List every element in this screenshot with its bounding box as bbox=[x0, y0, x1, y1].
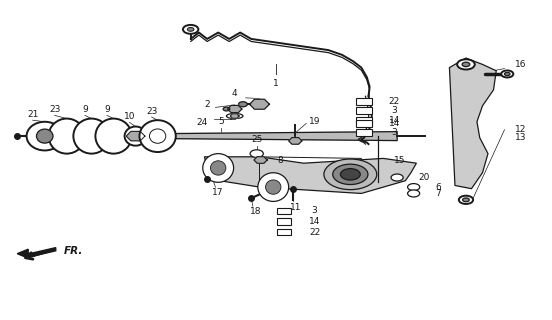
FancyBboxPatch shape bbox=[277, 208, 291, 214]
Ellipse shape bbox=[341, 169, 360, 180]
Polygon shape bbox=[250, 99, 269, 109]
Text: 15: 15 bbox=[394, 156, 406, 164]
Polygon shape bbox=[289, 138, 302, 144]
Text: 16: 16 bbox=[515, 60, 527, 69]
Polygon shape bbox=[28, 248, 56, 257]
Ellipse shape bbox=[463, 198, 469, 202]
FancyBboxPatch shape bbox=[357, 129, 372, 136]
Text: 21: 21 bbox=[27, 110, 38, 119]
Text: 18: 18 bbox=[250, 207, 262, 216]
Ellipse shape bbox=[391, 174, 403, 181]
Ellipse shape bbox=[505, 72, 510, 76]
Text: 5: 5 bbox=[218, 117, 224, 126]
Text: 20: 20 bbox=[418, 173, 429, 182]
Ellipse shape bbox=[49, 119, 85, 154]
Text: 13: 13 bbox=[515, 133, 527, 142]
Text: 3: 3 bbox=[391, 106, 397, 115]
Text: 3: 3 bbox=[312, 206, 317, 215]
Text: 4: 4 bbox=[232, 89, 237, 98]
Ellipse shape bbox=[457, 59, 475, 69]
Text: 2: 2 bbox=[204, 100, 210, 109]
Text: 23: 23 bbox=[49, 105, 60, 114]
Text: 23: 23 bbox=[146, 107, 157, 116]
Ellipse shape bbox=[258, 173, 289, 201]
Ellipse shape bbox=[501, 70, 513, 77]
Ellipse shape bbox=[183, 25, 198, 34]
FancyBboxPatch shape bbox=[277, 218, 291, 225]
Ellipse shape bbox=[462, 62, 470, 67]
Ellipse shape bbox=[459, 196, 473, 204]
FancyBboxPatch shape bbox=[277, 229, 291, 235]
Ellipse shape bbox=[226, 114, 243, 119]
Ellipse shape bbox=[223, 107, 230, 111]
Text: FR.: FR. bbox=[64, 246, 83, 256]
Ellipse shape bbox=[125, 126, 147, 146]
Ellipse shape bbox=[26, 122, 63, 150]
Ellipse shape bbox=[73, 119, 110, 154]
Text: 7: 7 bbox=[436, 189, 441, 198]
Text: 6: 6 bbox=[436, 183, 441, 192]
Polygon shape bbox=[227, 105, 242, 113]
Text: 9: 9 bbox=[82, 105, 88, 114]
Text: 19: 19 bbox=[309, 117, 320, 126]
FancyBboxPatch shape bbox=[357, 117, 372, 124]
Ellipse shape bbox=[187, 28, 194, 31]
Text: 10: 10 bbox=[124, 112, 135, 121]
Polygon shape bbox=[204, 157, 416, 194]
Ellipse shape bbox=[140, 120, 176, 152]
Text: 12: 12 bbox=[516, 125, 527, 134]
Ellipse shape bbox=[324, 159, 377, 190]
Ellipse shape bbox=[203, 154, 233, 182]
Text: 22: 22 bbox=[389, 97, 400, 106]
Text: 14: 14 bbox=[389, 116, 400, 125]
Polygon shape bbox=[230, 114, 239, 118]
Polygon shape bbox=[17, 249, 28, 258]
Text: 9: 9 bbox=[104, 105, 110, 114]
Polygon shape bbox=[254, 157, 267, 163]
Polygon shape bbox=[86, 132, 397, 140]
FancyBboxPatch shape bbox=[357, 120, 372, 127]
FancyBboxPatch shape bbox=[357, 98, 372, 105]
Text: 25: 25 bbox=[251, 135, 262, 144]
Text: 1: 1 bbox=[273, 79, 279, 88]
Text: 24: 24 bbox=[196, 118, 208, 127]
Polygon shape bbox=[449, 58, 496, 189]
Ellipse shape bbox=[333, 164, 368, 185]
Text: 11: 11 bbox=[289, 203, 301, 212]
Text: 14: 14 bbox=[309, 217, 320, 226]
Ellipse shape bbox=[210, 161, 226, 175]
FancyBboxPatch shape bbox=[357, 107, 372, 114]
Text: 14: 14 bbox=[389, 119, 400, 128]
Ellipse shape bbox=[407, 190, 420, 197]
Ellipse shape bbox=[95, 119, 132, 154]
Text: 8: 8 bbox=[278, 156, 283, 164]
Text: 22: 22 bbox=[309, 228, 320, 236]
Text: 3: 3 bbox=[391, 128, 397, 137]
Ellipse shape bbox=[150, 129, 166, 143]
Ellipse shape bbox=[36, 129, 53, 143]
Polygon shape bbox=[126, 132, 145, 141]
Ellipse shape bbox=[238, 102, 247, 107]
Ellipse shape bbox=[266, 180, 281, 194]
Ellipse shape bbox=[407, 184, 420, 191]
Text: 17: 17 bbox=[213, 188, 224, 197]
Ellipse shape bbox=[250, 150, 263, 157]
